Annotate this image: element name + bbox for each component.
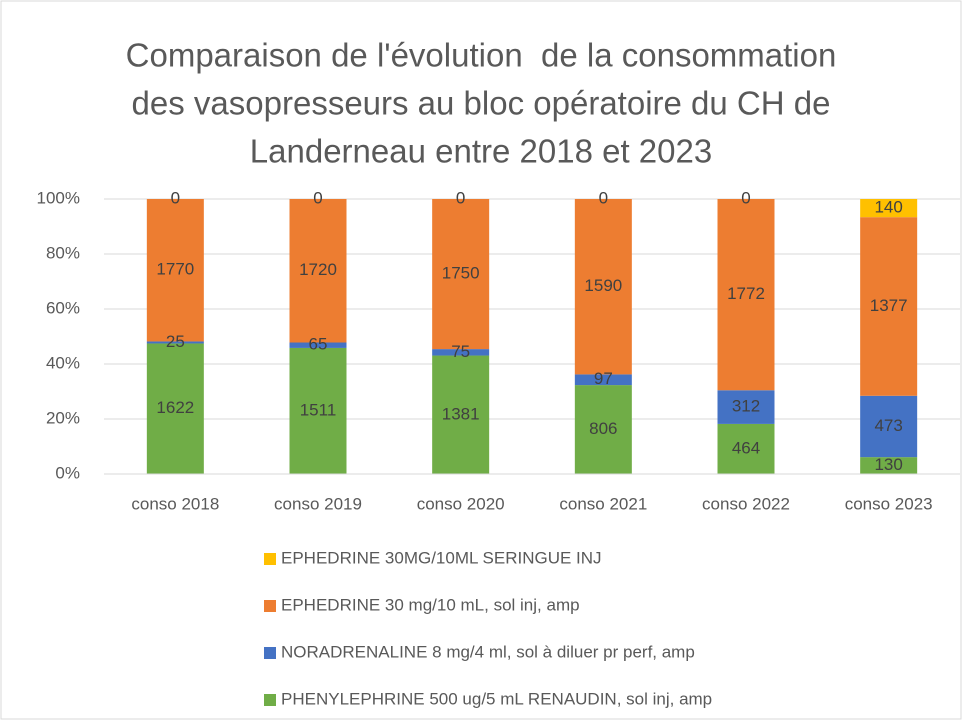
bar-segment <box>289 342 347 348</box>
legend-label: PHENYLEPHRINE 500 ug/5 mL RENAUDIN, sol … <box>281 689 712 708</box>
data-label: 0 <box>741 188 750 207</box>
data-label: 312 <box>732 397 760 416</box>
y-tick-label: 20% <box>46 408 80 427</box>
data-label: 1770 <box>156 260 194 279</box>
data-label: 464 <box>732 438 760 457</box>
data-label: 0 <box>456 188 465 207</box>
data-label: 65 <box>309 335 328 354</box>
legend-swatch <box>264 600 276 612</box>
data-label: 97 <box>594 369 613 388</box>
bar-segment <box>432 199 490 350</box>
bar-segment <box>574 385 632 474</box>
bar-segment <box>860 199 918 218</box>
data-label: 140 <box>874 198 902 217</box>
bar-segment <box>432 349 490 356</box>
bar-segment <box>717 199 775 391</box>
data-label: 0 <box>313 188 322 207</box>
data-label: 130 <box>874 455 902 474</box>
legend-label: EPHEDRINE 30MG/10ML SERINGUE INJ <box>281 548 602 567</box>
x-tick-label: conso 2018 <box>131 494 219 513</box>
data-label: 1377 <box>870 296 908 315</box>
chart-title: Landerneau entre 2018 et 2023 <box>250 133 712 170</box>
chart-title: Comparaison de l'évolution de la consomm… <box>126 37 837 74</box>
bar-segment <box>717 423 775 474</box>
bar-segment <box>860 395 918 458</box>
bar-segment <box>146 199 204 342</box>
x-tick-label: conso 2021 <box>559 494 647 513</box>
legend-label: EPHEDRINE 30 mg/10 mL, sol inj, amp <box>281 595 580 614</box>
data-label: 1720 <box>299 260 337 279</box>
y-tick-label: 80% <box>46 243 80 262</box>
data-label: 1750 <box>442 264 480 283</box>
data-label: 1511 <box>300 400 337 419</box>
x-tick-label: conso 2020 <box>417 494 505 513</box>
y-tick-label: 60% <box>46 298 80 317</box>
bar-segment <box>289 199 347 343</box>
bar-segment <box>574 199 632 375</box>
bar-segment <box>860 217 918 396</box>
bar-segment <box>860 457 918 474</box>
data-label: 0 <box>599 188 608 207</box>
data-label: 25 <box>166 332 185 351</box>
bar-segment <box>574 374 632 386</box>
data-label: 806 <box>589 419 617 438</box>
y-tick-label: 0% <box>55 463 80 482</box>
legend-label: NORADRENALINE 8 mg/4 ml, sol à diluer pr… <box>281 642 695 661</box>
data-label: 473 <box>874 416 902 435</box>
data-label: 1590 <box>584 276 622 295</box>
y-tick-label: 100% <box>37 188 80 207</box>
legend-swatch <box>264 553 276 565</box>
chart-title: des vasopresseurs au bloc opératoire du … <box>132 85 831 122</box>
y-tick-label: 40% <box>46 353 80 372</box>
data-label: 1772 <box>727 284 765 303</box>
data-label: 0 <box>171 188 180 207</box>
legend-swatch <box>264 647 276 659</box>
legend-swatch <box>264 694 276 706</box>
bar-segment <box>717 390 775 424</box>
bar-segment <box>146 343 204 474</box>
data-label: 1381 <box>442 404 480 423</box>
data-label: 75 <box>451 342 470 361</box>
x-tick-label: conso 2022 <box>702 494 790 513</box>
x-tick-label: conso 2019 <box>274 494 362 513</box>
bar-segment <box>146 341 204 344</box>
x-tick-label: conso 2023 <box>845 494 933 513</box>
bar-segment <box>432 355 490 474</box>
bar-segment <box>289 347 347 474</box>
data-label: 1622 <box>156 398 194 417</box>
